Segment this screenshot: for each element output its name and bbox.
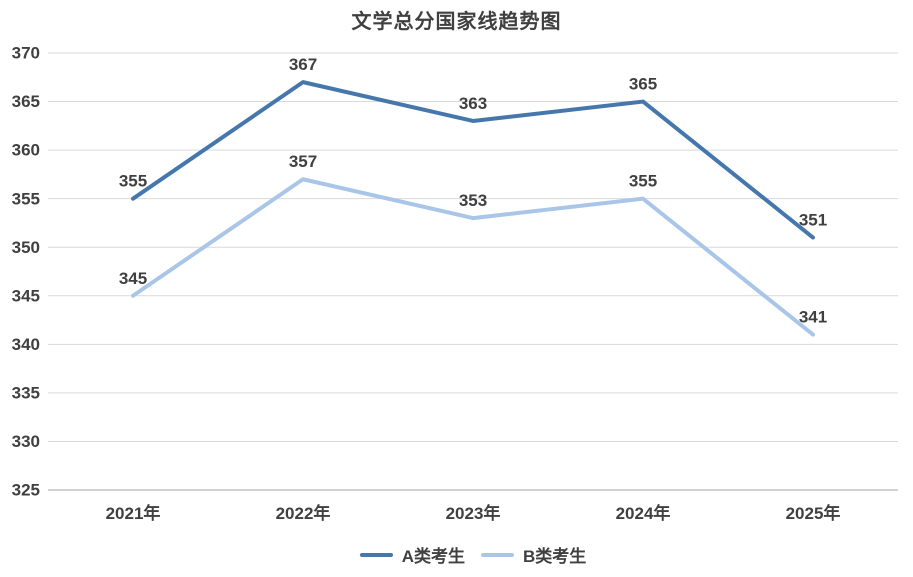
y-tick-label: 370 [12, 44, 40, 63]
data-label: 341 [799, 308, 827, 327]
data-label: 365 [629, 75, 657, 94]
data-label: 367 [289, 55, 317, 74]
data-label: 363 [459, 94, 487, 113]
x-tick-label: 2022年 [276, 503, 331, 523]
data-label: 355 [629, 172, 657, 191]
data-label: 353 [459, 191, 487, 210]
y-tick-label: 335 [12, 383, 40, 402]
y-tick-label: 365 [12, 92, 40, 111]
y-tick-label: 325 [12, 481, 40, 500]
chart-title: 文学总分国家线趋势图 [351, 11, 562, 33]
y-tick-label: 345 [12, 286, 40, 305]
x-tick-label: 2024年 [616, 503, 671, 523]
y-tick-label: 330 [12, 432, 40, 451]
data-label: 355 [119, 172, 147, 191]
legend-line-swatch-b [481, 552, 514, 557]
legend-label-b: B类考生 [523, 547, 587, 566]
legend-item-series-a: A类考生 [359, 542, 465, 567]
legend-line-swatch-a [359, 552, 393, 557]
y-tick-label: 340 [12, 335, 40, 354]
legend-item-series-b: B类考生 [481, 542, 586, 567]
x-tick-label: 2025年 [786, 503, 841, 523]
chart-legend: A类考生 B类考生 [48, 542, 898, 567]
x-tick-label: 2023年 [446, 503, 501, 523]
series-line-b [131, 177, 815, 337]
data-label: 357 [289, 152, 317, 171]
y-tick-label: 350 [12, 238, 40, 257]
series-line-a [131, 80, 815, 240]
data-label: 351 [799, 211, 827, 230]
x-tick-label: 2021年 [106, 503, 161, 523]
data-label: 345 [119, 269, 147, 288]
y-tick-label: 355 [12, 189, 40, 208]
legend-label-a: A类考生 [401, 547, 465, 566]
y-tick-label: 360 [12, 141, 40, 160]
